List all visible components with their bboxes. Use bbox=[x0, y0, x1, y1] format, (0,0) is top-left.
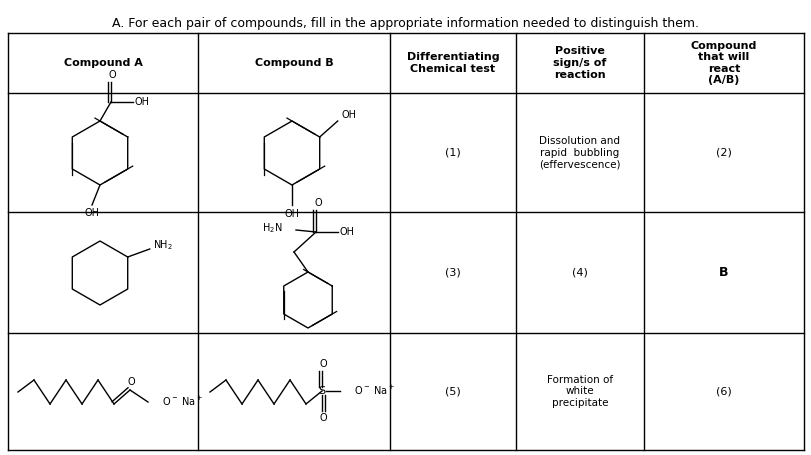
Text: Dissolution and
rapid  bubbling
(effervescence): Dissolution and rapid bubbling (efferves… bbox=[539, 136, 620, 169]
Text: Compound
that will
react
(A/B): Compound that will react (A/B) bbox=[690, 40, 756, 86]
Text: O$^-$ Na$^+$: O$^-$ Na$^+$ bbox=[162, 394, 203, 408]
Text: H$_2$N: H$_2$N bbox=[261, 221, 281, 235]
Text: Compound A: Compound A bbox=[63, 58, 142, 68]
Text: (1): (1) bbox=[444, 147, 461, 157]
Text: B: B bbox=[719, 266, 727, 279]
Text: OH: OH bbox=[341, 110, 356, 120]
Text: Positive
sign/s of
reaction: Positive sign/s of reaction bbox=[552, 46, 606, 80]
Text: O: O bbox=[319, 413, 326, 423]
Text: Compound B: Compound B bbox=[255, 58, 333, 68]
Text: OH: OH bbox=[84, 208, 100, 218]
Text: OH: OH bbox=[284, 209, 299, 219]
Text: (3): (3) bbox=[444, 268, 461, 278]
Text: O: O bbox=[108, 70, 116, 80]
Text: Formation of
white
precipitate: Formation of white precipitate bbox=[547, 375, 612, 408]
Text: O: O bbox=[127, 377, 135, 387]
Text: O: O bbox=[314, 198, 321, 208]
Text: NH$_2$: NH$_2$ bbox=[152, 238, 173, 252]
Text: OH: OH bbox=[135, 97, 149, 107]
Text: (6): (6) bbox=[715, 386, 731, 396]
Text: (5): (5) bbox=[444, 386, 461, 396]
Text: A. For each pair of compounds, fill in the appropriate information needed to dis: A. For each pair of compounds, fill in t… bbox=[113, 17, 698, 30]
Text: Differentiating
Chemical test: Differentiating Chemical test bbox=[406, 52, 499, 74]
Text: (4): (4) bbox=[572, 268, 587, 278]
Text: S: S bbox=[318, 386, 325, 396]
Text: O$^-$ Na$^+$: O$^-$ Na$^+$ bbox=[354, 384, 395, 397]
Text: (2): (2) bbox=[715, 147, 731, 157]
Text: OH: OH bbox=[339, 227, 354, 237]
Text: O: O bbox=[319, 359, 326, 369]
